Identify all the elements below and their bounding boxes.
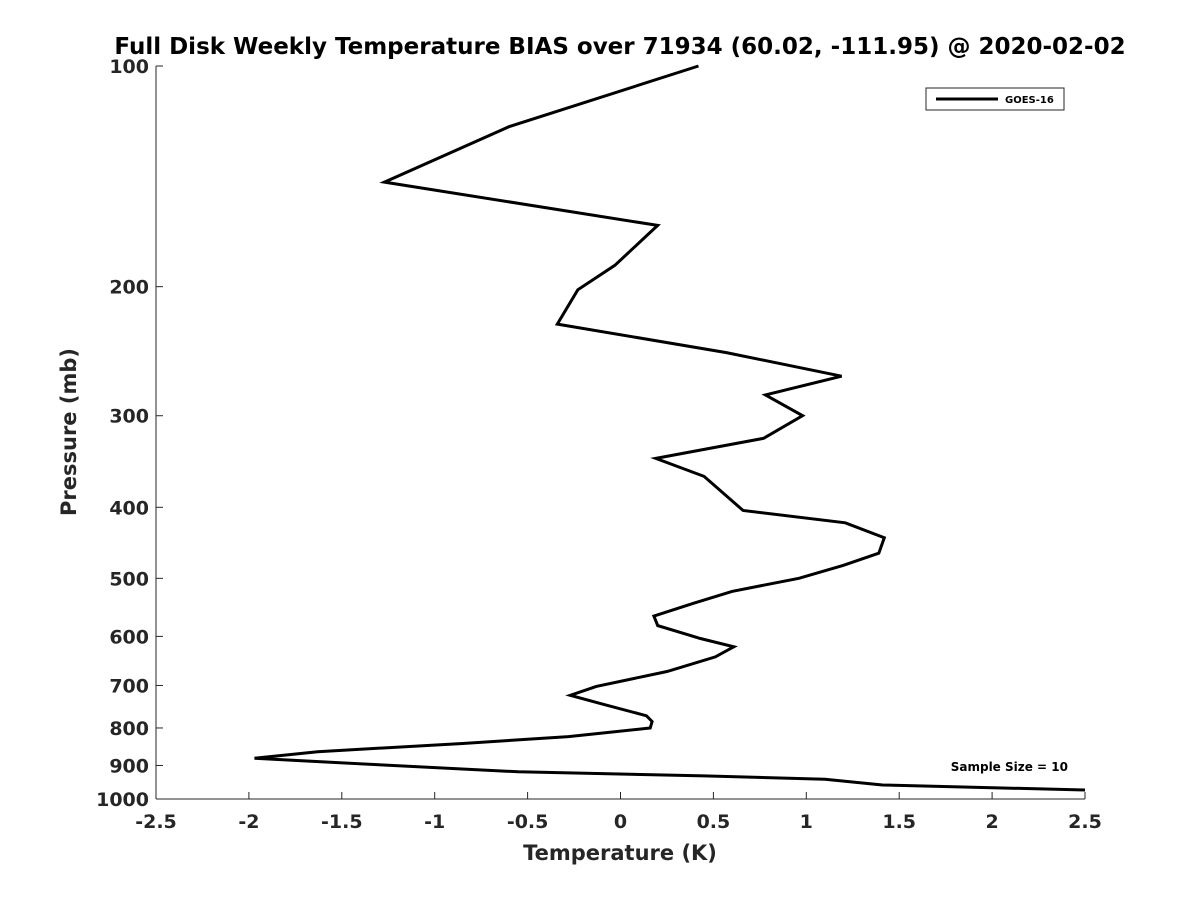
- x-tick-label: 0.5: [697, 811, 731, 833]
- y-tick-label: 500: [109, 568, 149, 590]
- series-layer: [254, 64, 1086, 792]
- x-tick-label: -1.5: [321, 811, 363, 833]
- chart-title: Full Disk Weekly Temperature BIAS over 7…: [114, 34, 1125, 60]
- y-axis-ticks: 100 200 300 400 500 600 700 800 900 1000: [96, 56, 163, 811]
- y-tick-label: 300: [109, 406, 149, 428]
- sample-size-annotation: Sample Size = 10: [951, 760, 1068, 774]
- plot-axes: [155, 66, 1085, 800]
- x-axis-label: Temperature (K): [523, 841, 717, 865]
- x-tick-label: 0: [614, 811, 627, 833]
- series-line-goes-16: [254, 64, 1086, 792]
- y-tick-label: 200: [109, 277, 149, 299]
- legend: GOES-16: [925, 87, 1065, 111]
- y-tick-label: 900: [109, 755, 149, 777]
- y-tick-label: 700: [109, 675, 149, 697]
- y-tick-label: 100: [109, 56, 149, 78]
- x-tick-label: 1.5: [882, 811, 916, 833]
- x-tick-label: -1: [424, 811, 445, 833]
- y-tick-label: 800: [109, 718, 149, 740]
- x-axis-ticks: -2.5 -2 -1.5 -1 -0.5 0 0.5 1 1.5 2 2.5: [135, 792, 1102, 833]
- x-tick-label: 2.5: [1068, 811, 1102, 833]
- x-tick-label: 1: [800, 811, 813, 833]
- x-tick-label: -2.5: [135, 811, 177, 833]
- y-tick-label: 400: [109, 497, 149, 519]
- y-axis-label: Pressure (mb): [57, 348, 81, 516]
- x-tick-label: -0.5: [507, 811, 549, 833]
- x-tick-label: -2: [238, 811, 259, 833]
- legend-entry-goes-16: GOES-16: [1005, 95, 1054, 106]
- x-tick-label: 2: [985, 811, 998, 833]
- y-tick-label: 600: [109, 626, 149, 648]
- y-tick-label: 1000: [96, 789, 149, 811]
